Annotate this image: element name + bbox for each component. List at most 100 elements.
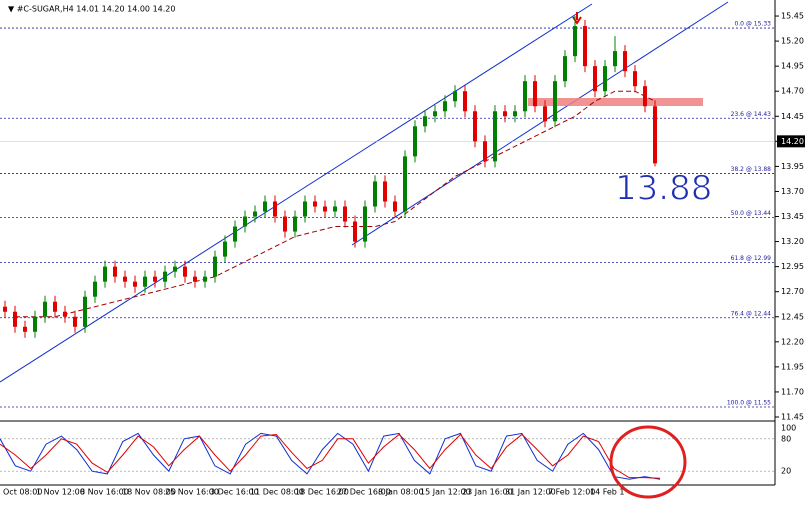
candle-body (343, 206, 347, 222)
candle-body (373, 181, 377, 207)
candle-body (413, 126, 417, 157)
y-tick-label: 14.70 (781, 87, 804, 96)
candle-body (653, 106, 657, 164)
y-tick-label: 13.95 (781, 162, 804, 171)
x-tick-label: 18 Nov 08:00 (122, 488, 176, 497)
candle-body (493, 111, 497, 162)
arrow (572, 12, 582, 25)
y-tick-label: 11.95 (781, 362, 804, 371)
candle-body (243, 216, 247, 227)
x-tick-label: 8 Nov 16:00 (80, 488, 129, 497)
candle-body (643, 86, 647, 107)
candle-body (133, 281, 137, 287)
candle-body (613, 51, 617, 67)
candle-body (513, 111, 517, 117)
candle-body (353, 221, 357, 242)
candle-body (623, 51, 627, 72)
y-tick-label: 11.45 (781, 412, 804, 421)
candle-body (383, 181, 387, 202)
candle-body (113, 266, 117, 277)
resistance-zone (528, 98, 703, 106)
y-tick-label: 12.95 (781, 262, 804, 271)
x-tick-label: 8 Jan 08:00 (378, 488, 424, 497)
osc-line (0, 432, 661, 480)
y-tick-label: 12.20 (781, 337, 804, 346)
candle-body (563, 56, 567, 82)
candle-body (573, 26, 577, 57)
y-tick-label: 15.20 (781, 37, 804, 46)
fib-label: 50.0 @ 13.44 (731, 210, 772, 217)
candle-body (393, 201, 397, 212)
y-tick-label: 11.70 (781, 387, 804, 396)
fib-label: 76.4 @ 12.44 (731, 310, 772, 317)
annotation: 13.88 (615, 169, 712, 209)
candle-body (453, 91, 457, 102)
candle-body (633, 71, 637, 87)
chart-title: ▼ #C-SUGAR,H4 14.01 14.20 14.00 14.20 (8, 5, 175, 14)
candle-body (103, 266, 107, 282)
candle-body (183, 266, 187, 277)
candle-body (403, 156, 407, 212)
candle-body (153, 276, 157, 282)
x-tick-label: 3 Dec 16:00 (210, 488, 259, 497)
candle-body (3, 306, 7, 312)
candle-body (313, 201, 317, 207)
x-tick-label: 15 Jan 12:00 (420, 488, 471, 497)
x-tick-label: 1 Nov 12:00 (36, 488, 85, 497)
candle-body (63, 311, 67, 317)
candle-body (83, 296, 87, 327)
y-tick-label: 15.45 (781, 12, 804, 21)
candle-body (593, 66, 597, 92)
candle-body (443, 101, 447, 112)
candle-body (193, 276, 197, 282)
candle-body (23, 326, 27, 332)
candle-body (203, 276, 207, 282)
candle-body (303, 201, 307, 217)
moving-average (15, 90, 656, 318)
x-tick-label: 31 Jan 12:00 (505, 488, 556, 497)
osc-tick-label: 100 (781, 424, 796, 433)
candle-body (143, 276, 147, 287)
candle-body (13, 311, 17, 327)
x-tick-label: 7 Feb 12:00 (548, 488, 595, 497)
x-tick-label: 27 Dec 16:00 (337, 488, 391, 497)
candle-body (473, 111, 477, 142)
candle-body (463, 91, 467, 112)
y-tick-label: 12.45 (781, 312, 804, 321)
channel-line (351, 1, 729, 246)
candle-body (253, 211, 257, 217)
current-price-box (777, 135, 805, 148)
candle-body (33, 316, 37, 332)
candle-body (533, 81, 537, 107)
candle-body (93, 281, 97, 297)
osc-line (0, 433, 661, 479)
candle-body (523, 81, 527, 112)
candle-body (163, 271, 167, 282)
fib-label: 23.6 @ 14.43 (731, 111, 772, 118)
candle-body (213, 256, 217, 277)
candle-body (333, 206, 337, 212)
candle-body (73, 316, 77, 327)
y-tick-label: 13.20 (781, 237, 804, 246)
candle-body (363, 206, 367, 242)
osc-tick-label: 80 (781, 434, 791, 443)
candle-body (483, 141, 487, 162)
x-tick-label: 11 Dec 08:00 (250, 488, 304, 497)
candle-body (543, 106, 547, 122)
candle-body (43, 301, 47, 317)
x-tick-label: 14 Feb 1 (590, 488, 625, 497)
y-tick-label: 14.45 (781, 112, 804, 121)
candle-body (433, 111, 437, 117)
candle-body (263, 201, 267, 212)
y-tick-label: 13.45 (781, 212, 804, 221)
candle-body (283, 216, 287, 232)
candle-body (323, 206, 327, 212)
candle-body (123, 276, 127, 282)
osc-tick-label: 20 (781, 467, 791, 476)
fib-label: 38.2 @ 13.88 (731, 166, 772, 173)
candle-body (173, 266, 177, 272)
candle-body (423, 116, 427, 127)
fib-label: 0.0 @ 15.33 (734, 21, 771, 28)
